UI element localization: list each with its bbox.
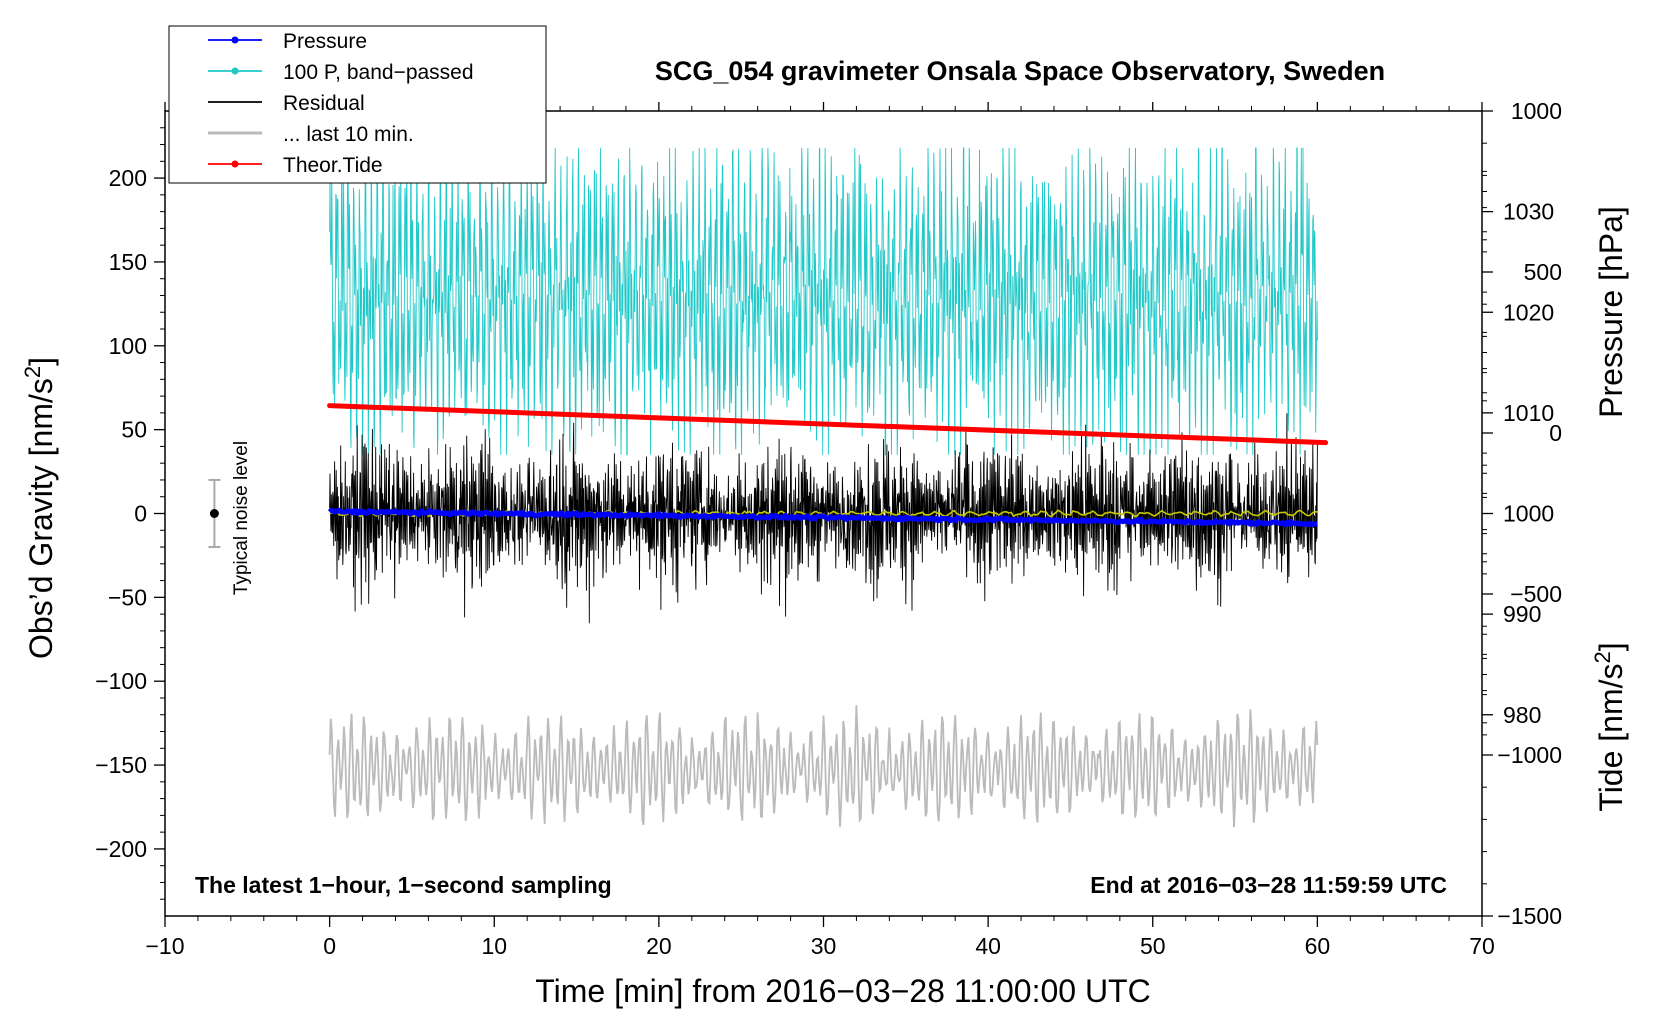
bottom-right-annotation: End at 2016−03−28 11:59:59 UTC [1090, 872, 1447, 898]
legend-marker-pressure [231, 36, 239, 44]
x-axis-label: Time [min] from 2016−03−28 11:00:00 UTC [535, 973, 1150, 1009]
y-tick-label-left: 200 [109, 165, 147, 191]
legend-entry-pressure: Pressure [208, 30, 367, 53]
y-tick-label-left: −150 [95, 752, 147, 778]
y-label-tide-sup: 2 [1590, 651, 1615, 663]
y-tick-label-pressure: 990 [1503, 601, 1541, 627]
x-tick-label: −10 [145, 933, 184, 959]
y-tick-label-left: −50 [108, 584, 147, 610]
x-tick-label: 30 [811, 933, 837, 959]
y-tick-label-pressure: 1010 [1503, 400, 1554, 426]
x-tick-label: 20 [646, 933, 672, 959]
legend-label-pressure: Pressure [283, 30, 367, 53]
legend-label-tide: Theor.Tide [283, 154, 383, 177]
x-tick-label: 40 [975, 933, 1001, 959]
x-tick-label: 60 [1305, 933, 1331, 959]
series-layer [208, 147, 1329, 828]
series-residual-line [329, 413, 1318, 624]
y-axis-label-pressure: Pressure [hPa] [1593, 206, 1629, 418]
bottom-left-annotation: The latest 1−hour, 1−second sampling [195, 872, 612, 898]
x-tick-label: 70 [1469, 933, 1495, 959]
legend-marker-bandpassed [231, 67, 239, 75]
y-tick-label-tide: −1500 [1497, 903, 1562, 929]
y-tick-label-pressure: 980 [1503, 702, 1541, 728]
y-tick-label-tide: −1000 [1497, 742, 1562, 768]
x-tick-label: 50 [1140, 933, 1166, 959]
legend-entry-tide: Theor.Tide [208, 154, 383, 177]
y-tick-label-left: 150 [109, 249, 147, 275]
y-label-left-end: ] [23, 357, 59, 366]
legend-entry-residual: Residual [208, 92, 365, 115]
chart-title: SCG_054 gravimeter Onsala Space Observat… [655, 56, 1385, 86]
y-axis-label-tide: Tide [nm/s2] [1590, 642, 1629, 811]
legend-marker-tide [231, 160, 239, 168]
noise-bar-dot [209, 509, 219, 518]
y-tick-label-pressure: 1000 [1503, 501, 1554, 527]
y-label-tide-end: ] [1593, 642, 1629, 651]
legend-label-bandpassed: 100 P, band−passed [283, 61, 474, 84]
y-tick-label-pressure: 1030 [1503, 199, 1554, 225]
series-tide-line [327, 403, 1329, 446]
y-tick-label-left: −200 [95, 836, 147, 862]
legend-entry-last10: ... last 10 min. [208, 123, 414, 146]
y-tick-label-tide: −500 [1510, 581, 1562, 607]
y-tick-label-left: −100 [95, 668, 147, 694]
legend-entry-bandpassed: 100 P, band−passed [208, 61, 474, 84]
series-last10-line [328, 705, 1319, 828]
y-label-left-main: Obs’d Gravity [nm/s [23, 378, 59, 659]
y-axis-label-left: Obs’d Gravity [nm/s2] [20, 357, 59, 659]
y-label-tide-main: Tide [nm/s [1593, 663, 1629, 811]
y-tick-label-tide: 1000 [1511, 98, 1562, 124]
legend-box [168, 25, 547, 184]
x-tick-label: 0 [323, 933, 336, 959]
y-tick-label-tide: 500 [1524, 259, 1562, 285]
legend-label-residual: Residual [283, 92, 365, 115]
series-bandpassed-line [329, 147, 1318, 456]
legend-label-last10: ... last 10 min. [283, 123, 414, 146]
y-tick-label-left: 0 [134, 501, 147, 527]
x-tick-label: 10 [481, 933, 507, 959]
y-label-left-sup: 2 [20, 366, 45, 378]
noise-level-label: Typical noise level [231, 441, 252, 595]
y-tick-label-left: 100 [109, 333, 147, 359]
y-tick-label-left: 50 [121, 417, 147, 443]
series-pressure-line [327, 507, 1319, 528]
legend: Pressure 100 P, band−passed Residual ...… [168, 25, 547, 184]
axes-layer: −10 0 10 20 30 40 50 60 70200150100500−50−100−15… [95, 98, 1562, 959]
y-tick-label-tide: 0 [1549, 420, 1562, 446]
y-tick-label-pressure: 1020 [1503, 299, 1554, 325]
